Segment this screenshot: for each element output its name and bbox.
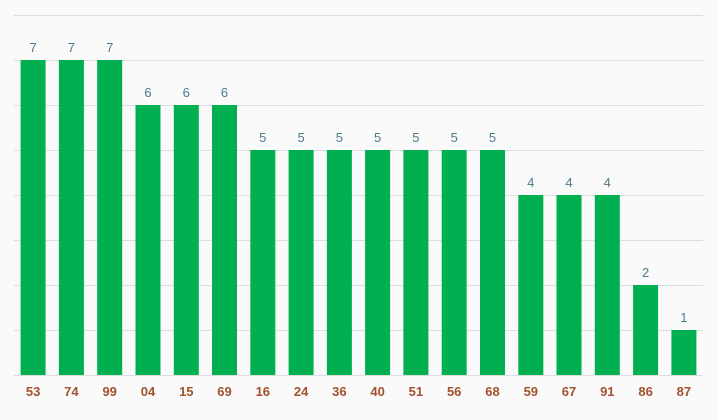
x-tick-label-67: 67 [562, 384, 576, 399]
bar-24 [288, 150, 314, 375]
data-label-87: 1 [680, 310, 687, 325]
data-label-69: 6 [221, 85, 228, 100]
data-label-16: 5 [259, 130, 266, 145]
data-label-91: 4 [604, 175, 611, 190]
data-label-74: 7 [68, 40, 75, 55]
bar-99 [97, 60, 123, 375]
x-tick-label-24: 24 [294, 384, 309, 399]
x-tick-label-15: 15 [179, 384, 193, 399]
bar-51 [403, 150, 429, 375]
bar-68 [480, 150, 505, 375]
bar-69 [212, 105, 237, 375]
data-label-04: 6 [144, 85, 151, 100]
data-label-86: 2 [642, 265, 649, 280]
bar-59 [518, 195, 544, 375]
data-label-99: 7 [106, 40, 113, 55]
bar-67 [556, 195, 582, 375]
x-tick-label-59: 59 [524, 384, 538, 399]
x-tick-label-99: 99 [102, 384, 116, 399]
bar-86 [633, 285, 659, 375]
data-label-67: 4 [565, 175, 572, 190]
data-label-51: 5 [412, 130, 419, 145]
x-tick-label-86: 86 [638, 384, 652, 399]
x-tick-label-53: 53 [26, 384, 40, 399]
bar-04 [135, 105, 161, 375]
data-label-56: 5 [451, 130, 458, 145]
x-tick-label-56: 56 [447, 384, 461, 399]
data-label-59: 4 [527, 175, 534, 190]
x-tick-label-16: 16 [256, 384, 270, 399]
bar-56 [441, 150, 467, 375]
data-labels: 7 7 7 6 6 6 5 5 5 5 5 5 5 4 4 4 2 1 [29, 40, 687, 325]
bar-74 [58, 60, 84, 375]
bar-40 [365, 150, 391, 375]
data-label-68: 5 [489, 130, 496, 145]
bar-36 [326, 150, 352, 375]
x-tick-label-68: 68 [485, 384, 499, 399]
x-tick-labels: 53 74 99 04 15 69 16 24 36 40 51 56 68 59 67 91 86 87 [26, 384, 691, 399]
x-tick-label-40: 40 [370, 384, 384, 399]
x-tick-label-69: 69 [217, 384, 231, 399]
x-tick-label-51: 51 [409, 384, 423, 399]
bar-87 [671, 330, 697, 375]
data-label-15: 6 [183, 85, 190, 100]
x-tick-label-91: 91 [600, 384, 614, 399]
bar-16 [250, 150, 276, 375]
bars [20, 60, 697, 375]
data-label-36: 5 [336, 130, 343, 145]
x-tick-label-04: 04 [141, 384, 156, 399]
x-tick-label-74: 74 [64, 384, 79, 399]
data-label-24: 5 [297, 130, 304, 145]
gridlines [14, 15, 703, 376]
data-label-40: 5 [374, 130, 381, 145]
x-tick-label-36: 36 [332, 384, 346, 399]
bar-53 [20, 60, 46, 375]
bar-91 [594, 195, 620, 375]
x-tick-label-87: 87 [677, 384, 691, 399]
data-label-53: 7 [29, 40, 36, 55]
bar-15 [173, 105, 199, 375]
